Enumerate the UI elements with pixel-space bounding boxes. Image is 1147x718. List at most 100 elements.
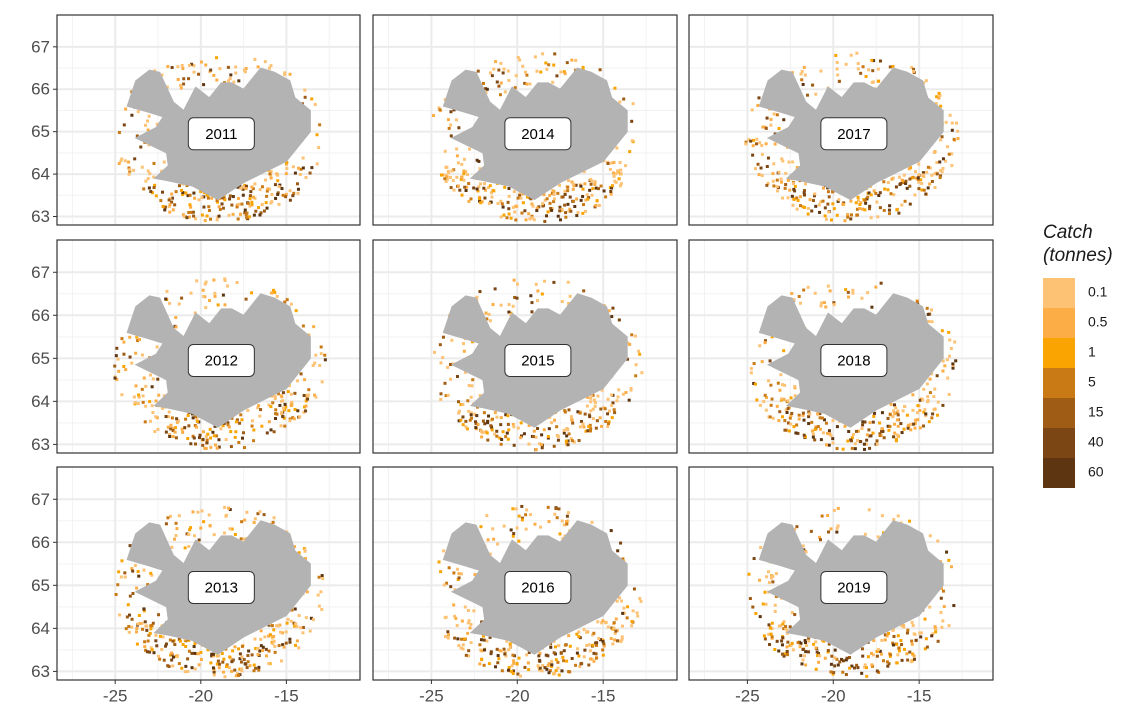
catch-cell	[145, 624, 149, 628]
catch-cell	[525, 82, 529, 86]
catch-cell	[480, 435, 484, 439]
catch-cell	[616, 549, 620, 553]
catch-cell	[154, 194, 158, 198]
catch-cell	[871, 69, 875, 73]
catch-cell	[187, 77, 191, 81]
catch-cell	[619, 640, 623, 644]
catch-cell	[138, 622, 142, 626]
panel-border	[688, 239, 994, 454]
catch-cell	[905, 413, 909, 417]
catch-cell	[563, 72, 567, 76]
catch-cell	[944, 159, 948, 163]
catch-cell	[316, 593, 320, 597]
catch-cell	[600, 424, 604, 428]
catch-cell	[459, 418, 463, 422]
catch-cell	[769, 117, 773, 121]
catch-cell	[199, 657, 203, 661]
catch-cell	[489, 424, 493, 428]
catch-cell	[541, 204, 545, 208]
catch-cell	[293, 391, 297, 395]
catch-cell	[843, 424, 847, 428]
catch-cell	[768, 415, 772, 419]
catch-cell	[228, 77, 232, 81]
catch-cell	[831, 419, 835, 423]
catch-cell	[832, 303, 836, 307]
catch-cell	[279, 424, 283, 428]
catch-cell	[872, 639, 876, 643]
catch-cell	[530, 202, 534, 206]
catch-cell	[913, 421, 917, 425]
catch-cell	[613, 86, 617, 90]
catch-cell	[477, 185, 481, 189]
catch-cell	[545, 667, 549, 671]
catch-cell	[933, 625, 937, 629]
y-tick-label: 66	[31, 306, 50, 325]
catch-cell	[206, 193, 210, 197]
catch-cell	[163, 205, 167, 209]
catch-cell	[791, 203, 795, 207]
catch-cell	[183, 546, 187, 550]
catch-cell	[196, 510, 200, 514]
catch-cell	[235, 418, 239, 422]
catch-cell	[792, 197, 796, 201]
catch-cell	[559, 70, 563, 74]
catch-cell	[534, 448, 538, 452]
catch-cell	[807, 650, 811, 654]
catch-cell	[578, 425, 582, 429]
catch-cell	[202, 195, 206, 199]
catch-cell	[951, 366, 955, 370]
year-label: 2016	[521, 579, 554, 596]
catch-cell	[823, 214, 827, 218]
catch-cell	[585, 404, 589, 408]
catch-cell	[456, 184, 460, 188]
catch-cell	[849, 199, 853, 203]
catch-cell	[171, 429, 175, 433]
catch-cell	[512, 532, 516, 536]
catch-cell	[148, 172, 152, 176]
catch-cell	[609, 637, 613, 641]
catch-cell	[572, 440, 576, 444]
catch-cell	[603, 407, 607, 411]
catch-cell	[137, 574, 141, 578]
catch-cell	[517, 656, 521, 660]
catch-cell	[491, 527, 495, 531]
catch-cell	[439, 392, 443, 396]
catch-cell	[861, 65, 865, 69]
catch-cell	[606, 425, 610, 429]
catch-cell	[770, 635, 774, 639]
catch-cell	[272, 288, 276, 292]
catch-cell	[591, 417, 595, 421]
catch-cell	[116, 583, 120, 587]
panel-border	[56, 239, 361, 454]
catch-cell	[852, 666, 856, 670]
catch-cell	[457, 400, 461, 404]
catch-cell	[876, 67, 880, 71]
catch-cell	[590, 657, 594, 661]
catch-cell	[752, 381, 756, 385]
catch-cell	[253, 196, 257, 200]
catch-cell	[589, 427, 593, 431]
catch-cell	[281, 643, 285, 647]
catch-cell	[883, 633, 887, 637]
catch-cell	[896, 424, 900, 428]
catch-cell	[554, 658, 558, 662]
catch-cell	[910, 66, 914, 70]
catch-cell	[760, 360, 764, 364]
catch-cell	[445, 175, 449, 179]
catch-cell	[472, 609, 476, 613]
catch-cell	[630, 333, 634, 337]
catch-cell	[483, 196, 487, 200]
catch-cell	[545, 197, 549, 201]
catch-cell	[747, 138, 751, 142]
catch-cell	[446, 630, 450, 634]
catch-cell	[560, 299, 564, 303]
catch-cell	[313, 103, 317, 107]
catch-cell	[449, 110, 453, 114]
catch-cell	[217, 445, 221, 449]
catch-cell	[751, 153, 755, 157]
catch-cell	[197, 538, 201, 542]
catch-cell	[606, 161, 610, 165]
catch-cell	[235, 205, 239, 209]
catch-cell	[265, 194, 269, 198]
catch-cell	[638, 352, 642, 356]
